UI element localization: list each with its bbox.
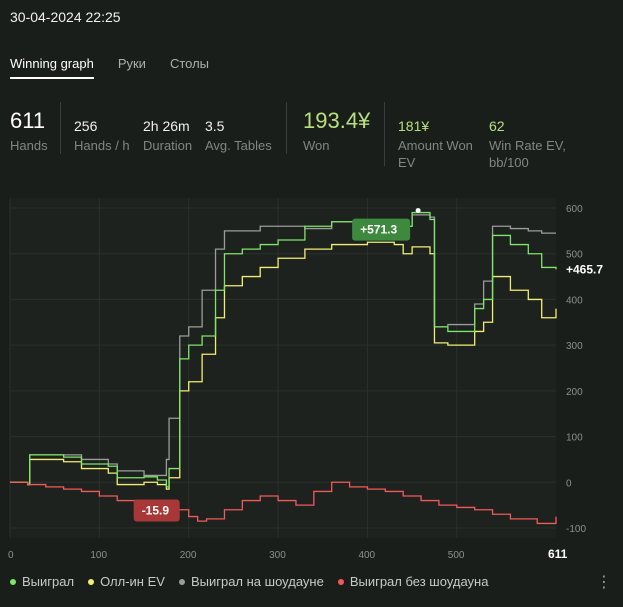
stat-win-rate-ev-label-1: Win Rate EV,	[489, 138, 566, 153]
x-tick-label: 100	[90, 550, 107, 560]
session-datetime: 30-04-2024 22:25	[10, 9, 121, 25]
stat-amount-won-ev-label-2: EV	[398, 155, 416, 170]
stat-hands-per-hour: 256 Hands / h	[74, 118, 130, 154]
kebab-menu-icon[interactable]: ⋮	[596, 574, 612, 591]
y-tick-label: 300	[566, 341, 583, 352]
y-tick-label: 600	[566, 204, 583, 215]
x-tick-label: 611	[548, 547, 568, 560]
y-tick-label: 200	[566, 387, 583, 398]
x-tick-label: 400	[358, 550, 375, 560]
legend-label-non-showdown: Выиграл без шоудауна	[349, 574, 489, 589]
x-tick-label: 300	[269, 550, 286, 560]
x-tick-label: 500	[448, 550, 465, 560]
legend-dot-icon	[337, 578, 344, 585]
series-line-red	[10, 481, 557, 525]
stat-amount-won-ev-value: 181¥	[398, 118, 430, 134]
legend-item-non-showdown[interactable]: Выиграл без шоудауна	[337, 574, 489, 589]
stat-hands-label: Hands	[10, 138, 48, 153]
tab-hands[interactable]: Руки	[117, 56, 146, 71]
stat-avg-tables-label: Avg. Tables	[205, 138, 272, 153]
legend-dot-icon	[88, 578, 95, 585]
max-point-marker	[415, 208, 421, 214]
stat-win-rate-ev-label-2: bb/100	[489, 155, 529, 170]
legend-dot-icon	[10, 578, 16, 585]
chart-legend: Выиграл Олл-ин EV Выиграл на шоудауне Вы…	[10, 574, 502, 589]
stat-won-label: Won	[303, 138, 330, 153]
current-value-label: +465.7	[566, 262, 603, 276]
stat-divider	[384, 102, 385, 166]
stat-amount-won-ev-label-1: Amount Won	[398, 138, 473, 153]
stat-hands-per-hour-value: 256	[74, 118, 98, 134]
stat-won-value: 193.4¥	[303, 108, 371, 133]
y-tick-label: -100	[566, 524, 586, 535]
winning-graph-chart[interactable]: 600 500 400 300 200 100 0 -100 0 100 200 300 400 500 6…	[0, 190, 623, 560]
legend-item-showdown[interactable]: Выиграл на шоудауне	[178, 574, 324, 589]
legend-label-won: Выиграл	[22, 574, 75, 589]
x-tick-label: 200	[180, 550, 197, 560]
tab-bar: Winning graph Руки Столы	[10, 56, 233, 79]
legend-item-won[interactable]: Выиграл	[10, 574, 74, 589]
y-tick-label: 400	[566, 295, 583, 306]
tab-tables[interactable]: Столы	[169, 56, 210, 71]
legend-item-allin-ev[interactable]: Олл-ин EV	[88, 574, 165, 589]
y-tick-label: 500	[566, 250, 583, 261]
legend-label-allin-ev: Олл-ин EV	[100, 574, 165, 589]
stat-divider	[286, 102, 287, 154]
x-tick-label: 0	[8, 550, 14, 560]
series-line-green	[10, 211, 557, 488]
legend-dot-icon	[178, 578, 185, 585]
min-badge-label: -15.9	[142, 504, 170, 518]
max-badge-label: +571.3	[360, 223, 397, 237]
plot-area	[10, 198, 556, 538]
stat-won: 193.4¥ Won	[303, 108, 370, 154]
stat-duration: 2h 26m Duration	[143, 118, 192, 154]
max-badge	[352, 218, 411, 241]
stat-hands: 611 Hands	[10, 108, 48, 154]
stat-divider	[60, 102, 61, 154]
min-badge	[133, 499, 180, 522]
stat-avg-tables-value: 3.5	[205, 118, 225, 134]
stat-win-rate-ev: 62 Win Rate EV, bb/100	[489, 118, 566, 171]
legend-label-showdown: Выиграл на шоудауне	[190, 574, 324, 589]
stat-duration-value: 2h 26m	[143, 118, 190, 134]
stat-avg-tables: 3.5 Avg. Tables	[205, 118, 272, 154]
stat-duration-label: Duration	[143, 138, 193, 153]
stat-hands-value: 611	[10, 108, 46, 133]
y-tick-label: 100	[566, 433, 583, 444]
stat-amount-won-ev: 181¥ Amount Won EV	[398, 118, 473, 171]
stat-hands-per-hour-label: Hands / h	[74, 138, 130, 153]
tab-winning-graph[interactable]: Winning graph	[10, 56, 94, 79]
y-tick-label: 0	[566, 478, 572, 489]
stat-win-rate-ev-value: 62	[489, 118, 505, 134]
